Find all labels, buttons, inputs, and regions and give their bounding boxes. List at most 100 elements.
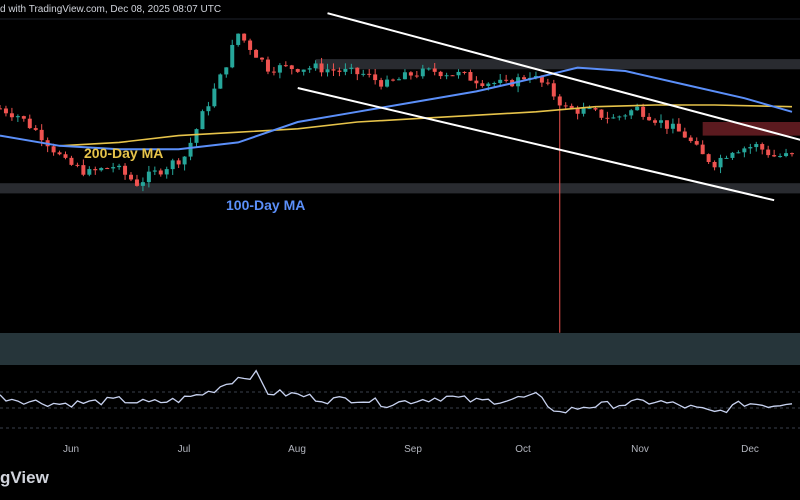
candle-body bbox=[271, 71, 276, 73]
candle-body bbox=[742, 148, 747, 153]
candle-body bbox=[355, 67, 360, 75]
candle-body bbox=[647, 116, 652, 121]
candle-body bbox=[462, 71, 467, 73]
candle-body bbox=[260, 57, 265, 60]
candle-body bbox=[492, 82, 497, 84]
candle-body bbox=[569, 105, 574, 109]
candle-body bbox=[712, 161, 717, 168]
candle-body bbox=[200, 111, 205, 130]
candle-body bbox=[760, 144, 765, 150]
candle-body bbox=[754, 144, 759, 148]
candle-body bbox=[134, 179, 139, 186]
candle-body bbox=[15, 116, 20, 118]
candle-body bbox=[337, 70, 342, 72]
candle-body bbox=[111, 167, 116, 169]
candle-body bbox=[81, 165, 86, 175]
candle-body bbox=[39, 129, 44, 141]
candle-body bbox=[27, 118, 32, 129]
candle-body bbox=[408, 72, 413, 76]
candle-body bbox=[218, 74, 223, 89]
candle-body bbox=[456, 71, 461, 76]
candle-body bbox=[730, 152, 735, 158]
candle-body bbox=[373, 74, 378, 81]
zone-1 bbox=[315, 59, 800, 70]
candle-body bbox=[575, 108, 580, 114]
candle-body bbox=[790, 153, 794, 155]
candle-body bbox=[391, 79, 396, 81]
candle-body bbox=[63, 154, 68, 158]
candle-body bbox=[277, 65, 282, 73]
candle-body bbox=[230, 44, 235, 68]
candle-body bbox=[414, 75, 419, 77]
candle-body bbox=[385, 79, 390, 87]
candle-body bbox=[164, 169, 169, 175]
candle-body bbox=[176, 160, 181, 165]
candle-body bbox=[629, 110, 634, 116]
candle-body bbox=[9, 113, 14, 118]
candle-body bbox=[146, 171, 151, 183]
candle-body bbox=[367, 73, 372, 75]
candle-body bbox=[307, 68, 312, 70]
candle-body bbox=[563, 105, 568, 107]
candle-body bbox=[265, 59, 270, 72]
candle-body bbox=[748, 147, 753, 149]
ma200-line bbox=[59, 104, 793, 147]
candle-body bbox=[587, 108, 592, 110]
candle-body bbox=[504, 79, 509, 81]
candle-body bbox=[75, 164, 80, 166]
candle-body bbox=[248, 40, 253, 50]
candle-body bbox=[129, 174, 134, 180]
candle-body bbox=[0, 108, 2, 110]
candle-body bbox=[57, 152, 62, 155]
candle-body bbox=[301, 69, 306, 72]
candle-body bbox=[361, 73, 366, 75]
x-tick-label: Aug bbox=[288, 444, 306, 455]
candle-body bbox=[242, 33, 247, 41]
zone-2 bbox=[0, 183, 800, 194]
candle-body bbox=[664, 120, 669, 129]
ma200-label: 200-Day MA bbox=[84, 145, 164, 161]
trendline-0 bbox=[327, 12, 800, 141]
candle-body bbox=[450, 75, 455, 77]
candle-body bbox=[295, 69, 300, 72]
candle-body bbox=[682, 131, 687, 138]
candle-body bbox=[486, 83, 491, 87]
candle-body bbox=[658, 120, 663, 123]
candle-body bbox=[593, 108, 598, 110]
x-tick-label: Dec bbox=[741, 444, 759, 455]
x-tick-label: Sep bbox=[404, 444, 422, 455]
candle-body bbox=[688, 137, 693, 142]
candle-body bbox=[105, 168, 110, 170]
candle-body bbox=[21, 116, 26, 119]
candle-body bbox=[635, 106, 640, 111]
candle-body bbox=[599, 109, 604, 118]
x-tick-label: Jun bbox=[62, 444, 80, 455]
candle-body bbox=[69, 157, 74, 165]
candle-body bbox=[313, 63, 318, 69]
candle-body bbox=[188, 142, 193, 157]
candle-body bbox=[432, 68, 437, 72]
candle-body bbox=[343, 68, 348, 72]
candle-body bbox=[152, 170, 157, 172]
chart-header: d with TradingView.com, Dec 08, 2025 08:… bbox=[0, 4, 222, 15]
candle-body bbox=[283, 65, 288, 67]
candle-body bbox=[718, 157, 723, 168]
candle-body bbox=[236, 33, 241, 45]
candle-body bbox=[784, 153, 789, 157]
candle-body bbox=[766, 149, 771, 156]
candle-body bbox=[468, 72, 473, 81]
trendline-1 bbox=[297, 87, 775, 202]
candle-body bbox=[3, 108, 8, 114]
candle-body bbox=[474, 80, 479, 84]
candle-body bbox=[522, 77, 527, 80]
ma100-line bbox=[0, 66, 793, 151]
candle-body bbox=[581, 108, 586, 114]
candle-body bbox=[653, 120, 658, 123]
candle-body bbox=[289, 65, 294, 70]
candle-body bbox=[736, 152, 741, 154]
candle-body bbox=[700, 144, 705, 155]
candle-body bbox=[670, 123, 675, 129]
rsi-line bbox=[0, 369, 793, 414]
candle-body bbox=[480, 83, 485, 87]
